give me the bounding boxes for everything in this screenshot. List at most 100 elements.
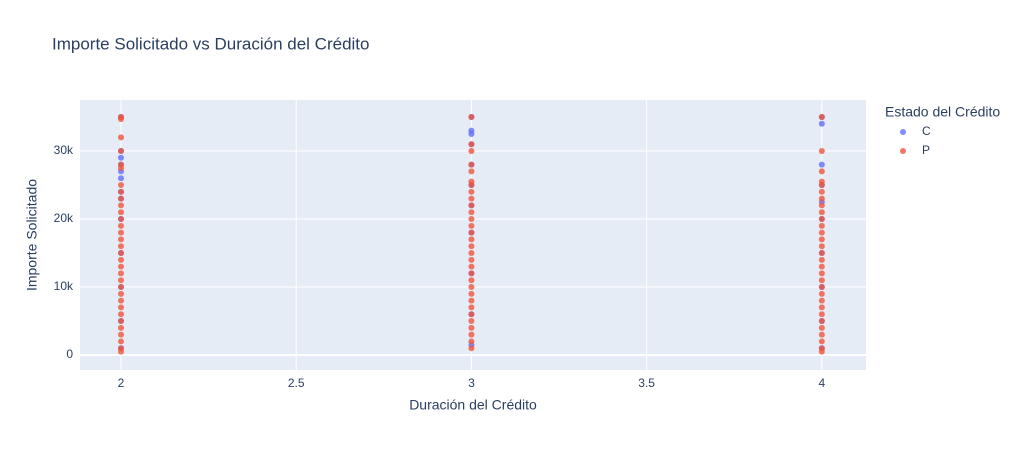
point [468, 297, 475, 304]
point [117, 284, 124, 291]
point [117, 229, 124, 236]
legend-title: Estado del Crédito [885, 104, 1000, 120]
y-axis-title: Importe Solicitado [24, 179, 40, 291]
point [117, 256, 124, 263]
point [818, 348, 825, 355]
point [818, 188, 825, 195]
point [468, 263, 475, 270]
point [818, 284, 825, 291]
x-tick-label: 2.5 [288, 376, 305, 390]
point [117, 331, 124, 338]
point [818, 243, 825, 250]
point [117, 188, 124, 195]
x-tick-label: 3 [468, 376, 475, 390]
point [468, 270, 475, 277]
point [117, 148, 124, 155]
point [818, 120, 825, 127]
legend-label: C [922, 124, 931, 138]
point [117, 290, 124, 297]
chart-title: Importe Solicitado vs Duración del Crédi… [52, 34, 369, 53]
point [468, 236, 475, 243]
point [818, 256, 825, 263]
point [117, 338, 124, 345]
point [468, 141, 475, 148]
point [468, 338, 475, 345]
point [117, 297, 124, 304]
point [818, 209, 825, 216]
y-tick-label: 10k [54, 279, 74, 293]
point [468, 161, 475, 168]
point [818, 202, 825, 209]
point [468, 277, 475, 284]
point [117, 243, 124, 250]
legend-label: P [922, 143, 930, 157]
point [117, 324, 124, 331]
point [468, 318, 475, 325]
point [117, 277, 124, 284]
legend-marker [900, 129, 906, 135]
point [117, 311, 124, 318]
point [117, 263, 124, 270]
point [468, 304, 475, 311]
point [468, 222, 475, 229]
y-tick-label: 0 [66, 347, 73, 361]
point [468, 331, 475, 338]
point [117, 304, 124, 311]
point [818, 236, 825, 243]
point [818, 277, 825, 284]
point [117, 202, 124, 209]
point [818, 338, 825, 345]
point [818, 250, 825, 257]
point [818, 311, 825, 318]
point [468, 284, 475, 291]
point [468, 345, 475, 352]
point [468, 229, 475, 236]
point [117, 209, 124, 216]
point [468, 168, 475, 175]
point [468, 311, 475, 318]
point [818, 263, 825, 270]
point [468, 195, 475, 202]
point [117, 175, 124, 182]
point [818, 216, 825, 223]
point [117, 348, 124, 355]
point [117, 236, 124, 243]
point [468, 188, 475, 195]
point [468, 290, 475, 297]
point [468, 250, 475, 257]
legend: CP [900, 124, 931, 157]
x-axis-title: Duración del Crédito [409, 397, 537, 413]
point [818, 324, 825, 331]
point [468, 324, 475, 331]
y-tick-label: 30k [54, 143, 74, 157]
x-tick-label: 2 [118, 376, 125, 390]
x-tick-label: 4 [819, 376, 826, 390]
x-tick-label: 3.5 [638, 376, 655, 390]
legend-marker [900, 148, 906, 154]
point [468, 256, 475, 263]
point [818, 161, 825, 168]
point [117, 182, 124, 189]
point [818, 148, 825, 155]
point [468, 243, 475, 250]
point [468, 148, 475, 155]
point [818, 114, 825, 121]
point [117, 134, 124, 141]
point [117, 216, 124, 223]
point [818, 229, 825, 236]
point [818, 182, 825, 189]
point [117, 270, 124, 277]
point [818, 290, 825, 297]
point [818, 195, 825, 202]
point [117, 165, 124, 172]
point [818, 318, 825, 325]
point [468, 202, 475, 209]
point [818, 304, 825, 311]
point [117, 318, 124, 325]
point [468, 114, 475, 121]
point [117, 195, 124, 202]
point [818, 331, 825, 338]
point [117, 250, 124, 257]
point [818, 270, 825, 277]
